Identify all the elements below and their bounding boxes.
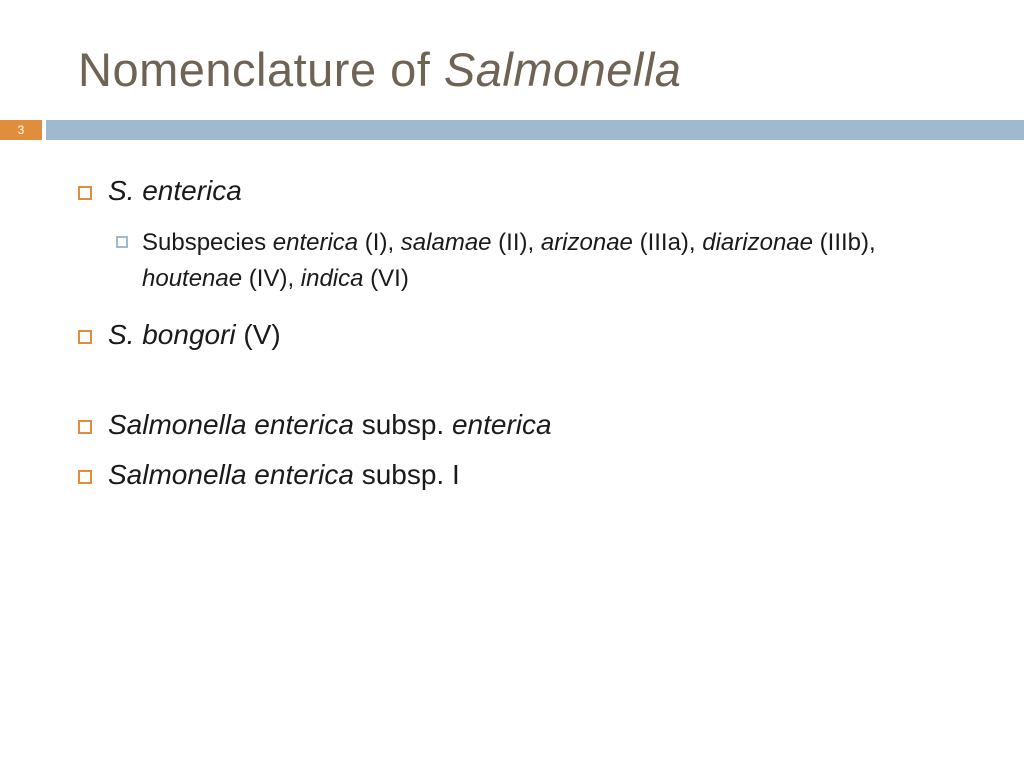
- list-item-text: Salmonella enterica subsp. enterica: [108, 409, 552, 441]
- title-prefix: Nomenclature of: [78, 43, 444, 96]
- list-item-text: Subspecies enterica (I), salamae (II), a…: [142, 225, 964, 297]
- content-area: S. enterica Subspecies enterica (I), sala…: [78, 175, 964, 509]
- header-bar: 3: [0, 120, 1024, 140]
- list-item-l1: Salmonella enterica subsp. enterica: [78, 409, 964, 441]
- square-bullet-icon: [78, 186, 92, 200]
- list-item-text: S. enterica: [108, 175, 242, 207]
- page-number-badge: 3: [0, 120, 42, 140]
- square-bullet-small-icon: [116, 236, 128, 248]
- slide: Nomenclature of Salmonella 3 S. enterica…: [0, 0, 1024, 768]
- slide-title: Nomenclature of Salmonella: [78, 42, 681, 97]
- list-item-text: Salmonella enterica subsp. I: [108, 459, 460, 491]
- list-item-l1: Salmonella enterica subsp. I: [78, 459, 964, 491]
- list-item-l2: Subspecies enterica (I), salamae (II), a…: [116, 225, 964, 297]
- square-bullet-icon: [78, 420, 92, 434]
- list-item-text: S. bongori (V): [108, 319, 281, 351]
- header-bar-fill: [46, 120, 1024, 140]
- square-bullet-icon: [78, 470, 92, 484]
- square-bullet-icon: [78, 330, 92, 344]
- list-item-l1: S. enterica: [78, 175, 964, 207]
- list-item-l1: S. bongori (V): [78, 319, 964, 351]
- title-italic: Salmonella: [444, 43, 682, 96]
